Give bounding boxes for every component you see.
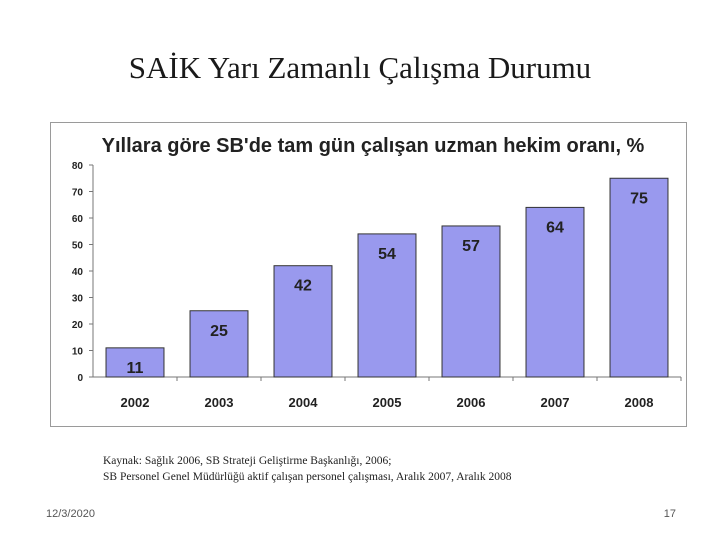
y-tick-label: 40: [72, 267, 84, 278]
bar-2007: [525, 206, 585, 378]
data-label-2005: 54: [378, 246, 396, 263]
y-tick-label: 30: [72, 294, 84, 305]
data-label-2002: 11: [127, 360, 144, 377]
source-line-2: SB Personel Genel Müdürlüğü aktif çalışa…: [103, 471, 512, 483]
x-tick-label: 2005: [373, 395, 402, 410]
data-label-2004: 42: [294, 278, 312, 295]
data-label-2008: 75: [630, 190, 648, 207]
y-tick-label: 60: [72, 214, 84, 225]
y-tick-label: 70: [72, 188, 84, 199]
chart-data-labels: 11 25 42 54 57 64 75: [127, 190, 648, 377]
bar-2002: [105, 347, 165, 378]
y-tick-label: 20: [72, 320, 84, 331]
bar-2003: [189, 310, 249, 378]
y-tick-label: 80: [72, 161, 84, 172]
chart-title: Yıllara göre SB'de tam gün çalışan uzman…: [102, 135, 645, 157]
y-tick-label: 50: [72, 241, 84, 252]
y-tick-label: 10: [72, 347, 84, 358]
bar-2008: [609, 177, 669, 378]
x-tick-label: 2002: [121, 395, 150, 410]
bar-2005: [357, 233, 417, 378]
x-tick-label: 2008: [625, 395, 654, 410]
slide-date: 12/3/2020: [46, 508, 95, 520]
slide-page-number: 17: [663, 508, 676, 520]
slide-title: SAİK Yarı Zamanlı Çalışma Durumu: [128, 50, 592, 85]
data-label-2007: 64: [546, 219, 564, 236]
bar-chart: Yıllara göre SB'de tam gün çalışan uzman…: [72, 135, 682, 410]
x-tick-label: 2007: [541, 395, 570, 410]
chart-axes: 0 10 20 30 40 50 60 70 80 2002 2003 2004 2005 2006 200…: [72, 161, 682, 410]
source-line-1: Kaynak: Sağlık 2006, SB Strateji Gelişti…: [103, 455, 392, 467]
x-tick-label: 2004: [289, 395, 319, 410]
bar-2006: [441, 225, 501, 378]
y-tick-label: 0: [77, 373, 83, 384]
source-note: Kaynak: Sağlık 2006, SB Strateji Gelişti…: [103, 453, 512, 485]
chart-frame: Yıllara göre SB'de tam gün çalışan uzman…: [50, 122, 687, 427]
x-tick-label: 2006: [457, 395, 486, 410]
x-tick-label: 2003: [205, 395, 234, 410]
data-label-2003: 25: [210, 323, 228, 340]
data-label-2006: 57: [462, 238, 480, 255]
chart-bars: [105, 177, 669, 378]
bar-2004: [273, 265, 333, 378]
